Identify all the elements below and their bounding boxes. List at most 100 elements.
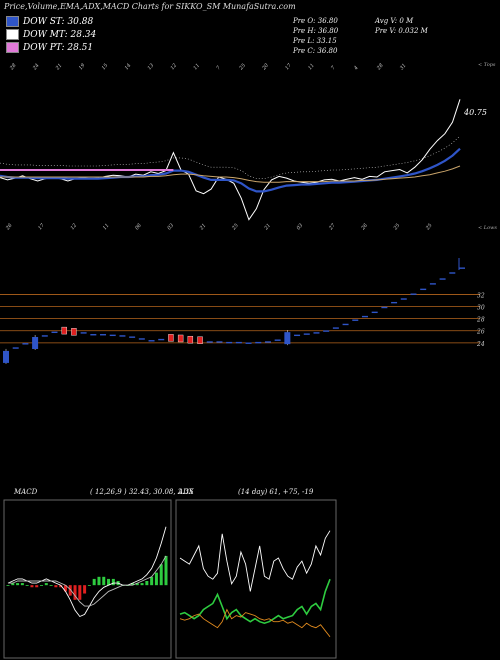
top-date-label: 12 bbox=[170, 63, 179, 72]
y-tick-label: 26 bbox=[476, 329, 485, 336]
bottom-date-label: 21 bbox=[198, 223, 207, 233]
macd-histogram-bar bbox=[68, 585, 72, 596]
macd-histogram-bar bbox=[102, 576, 106, 586]
adx-panel-frame bbox=[175, 499, 337, 659]
macd-histogram-bar bbox=[83, 585, 87, 594]
tops-tag: < Tops bbox=[478, 62, 496, 68]
macd-line-macd bbox=[7, 526, 167, 618]
candle bbox=[187, 335, 194, 344]
bottom-date-label: 27 bbox=[327, 222, 337, 232]
macd-histogram-bar bbox=[159, 564, 163, 586]
top-date-label: 19 bbox=[78, 62, 87, 71]
macd-histogram-bar bbox=[20, 583, 24, 586]
macd-histogram-bar bbox=[78, 585, 82, 600]
y-tick-label: 32 bbox=[477, 292, 485, 299]
macd-histogram-bar bbox=[97, 576, 101, 586]
macd-histogram-bar bbox=[92, 578, 96, 586]
macd-histogram-bar bbox=[164, 555, 168, 586]
macd-histogram-bar bbox=[44, 583, 48, 586]
macd-histogram-bar bbox=[35, 585, 39, 588]
macd-histogram-bar bbox=[11, 583, 15, 586]
macd-histogram-bar bbox=[73, 585, 77, 600]
macd-panel bbox=[6, 526, 168, 618]
stat-pre-low: Pre L: 33.15 bbox=[293, 37, 337, 45]
top-date-label: 11 bbox=[192, 63, 201, 72]
candle bbox=[71, 328, 77, 336]
series-line-ema-slow bbox=[0, 165, 461, 183]
bottom-date-label: 25 bbox=[392, 223, 401, 233]
bottom-date-label: 12 bbox=[70, 223, 79, 232]
candle bbox=[61, 326, 67, 335]
macd-histogram-bar bbox=[111, 578, 115, 586]
macd-histogram-bar bbox=[87, 585, 91, 586]
bottom-date-label: 03 bbox=[296, 223, 305, 232]
bottom-date-label: 03 bbox=[166, 223, 175, 232]
top-date-label: 21 bbox=[54, 63, 63, 73]
top-date-label: 24 bbox=[31, 63, 40, 73]
macd-histogram-bar bbox=[107, 578, 111, 586]
candle bbox=[32, 337, 39, 349]
y-tick-label: 30 bbox=[477, 305, 485, 312]
y-tick-label: 28 bbox=[476, 317, 485, 324]
chart-title: Price,Volume,EMA,ADX,MACD Charts for SIK… bbox=[4, 2, 296, 11]
legend-swatch-st bbox=[6, 16, 19, 27]
macd-histogram-bar bbox=[16, 583, 20, 586]
macd-histogram-bar bbox=[59, 585, 63, 588]
stat-pre-volume: Pre V: 0.032 M bbox=[375, 27, 428, 35]
upper-band-line bbox=[0, 135, 461, 179]
top-date-label: 14 bbox=[124, 63, 133, 72]
macd-histogram-bar bbox=[54, 585, 58, 588]
macd-title: MACD bbox=[13, 488, 38, 496]
legend-label-st: DOW ST: 30.88 bbox=[23, 16, 94, 27]
bottom-date-label: 25 bbox=[424, 223, 433, 233]
macd-histogram-bar bbox=[49, 585, 53, 586]
macd-histogram-bar bbox=[25, 585, 29, 586]
macd-histogram-bar bbox=[150, 576, 154, 586]
top-date-label: 28 bbox=[8, 63, 17, 73]
top-date-label: 7 bbox=[215, 64, 222, 71]
stat-pre-close: Pre C: 36.80 bbox=[293, 47, 338, 55]
bottom-date-label: 25 bbox=[230, 223, 239, 233]
macd-histogram-bar bbox=[135, 583, 139, 586]
macd-histogram-bar bbox=[154, 572, 158, 586]
candle bbox=[168, 334, 174, 342]
candle bbox=[284, 332, 291, 345]
bottom-date-label: 21 bbox=[263, 223, 272, 233]
adx-panel bbox=[179, 530, 331, 638]
adx-line-adx bbox=[179, 530, 331, 592]
legend-swatch-pt bbox=[6, 42, 19, 53]
candle bbox=[177, 334, 184, 343]
top-date-label: 15 bbox=[101, 63, 110, 72]
macd-line-signal bbox=[8, 555, 167, 607]
stat-pre-high: Pre H: 36.80 bbox=[293, 27, 339, 35]
bottom-date-label: 26 bbox=[4, 222, 14, 232]
bottom-date-labels: 26 17 12 11 06 03 21 25 21 03 27 26 25 25 bbox=[4, 222, 433, 232]
bottom-date-label: 17 bbox=[37, 222, 46, 231]
macd-histogram-bar bbox=[145, 581, 149, 586]
candle-panel: 24 26 28 30 32 bbox=[0, 258, 485, 364]
legend-label-mt: DOW MT: 28.34 bbox=[23, 29, 97, 40]
top-date-label: 4 bbox=[352, 65, 359, 72]
price-ema-panel bbox=[0, 99, 461, 221]
top-date-label: 28 bbox=[375, 63, 384, 73]
candle bbox=[197, 336, 203, 344]
stat-avg-volume: Avg V: 0 M bbox=[375, 17, 414, 25]
bottom-date-label: 11 bbox=[102, 223, 111, 232]
top-date-label: 25 bbox=[238, 63, 247, 73]
macd-panel-frame bbox=[3, 499, 172, 659]
last-price-label: 40.75 bbox=[463, 108, 487, 117]
candle bbox=[3, 350, 9, 363]
top-date-label: 7 bbox=[330, 64, 337, 71]
top-date-labels: 28 24 21 19 15 14 13 12 11 7 25 20 17 11 7 4 28 31 bbox=[8, 62, 407, 72]
legend-swatch-mt bbox=[6, 29, 19, 40]
legend-dow-st: DOW ST: 30.88 bbox=[6, 16, 93, 27]
adx-line-di bbox=[179, 608, 331, 638]
macd-histogram-bar bbox=[140, 583, 144, 586]
bottom-date-label: 06 bbox=[134, 222, 143, 231]
top-date-label: 13 bbox=[147, 63, 156, 72]
macd-histogram-bar bbox=[6, 585, 10, 586]
bottom-date-label: 26 bbox=[360, 222, 370, 232]
legend-label-pt: DOW PT: 28.51 bbox=[23, 42, 94, 53]
adx-line-di bbox=[179, 578, 331, 625]
